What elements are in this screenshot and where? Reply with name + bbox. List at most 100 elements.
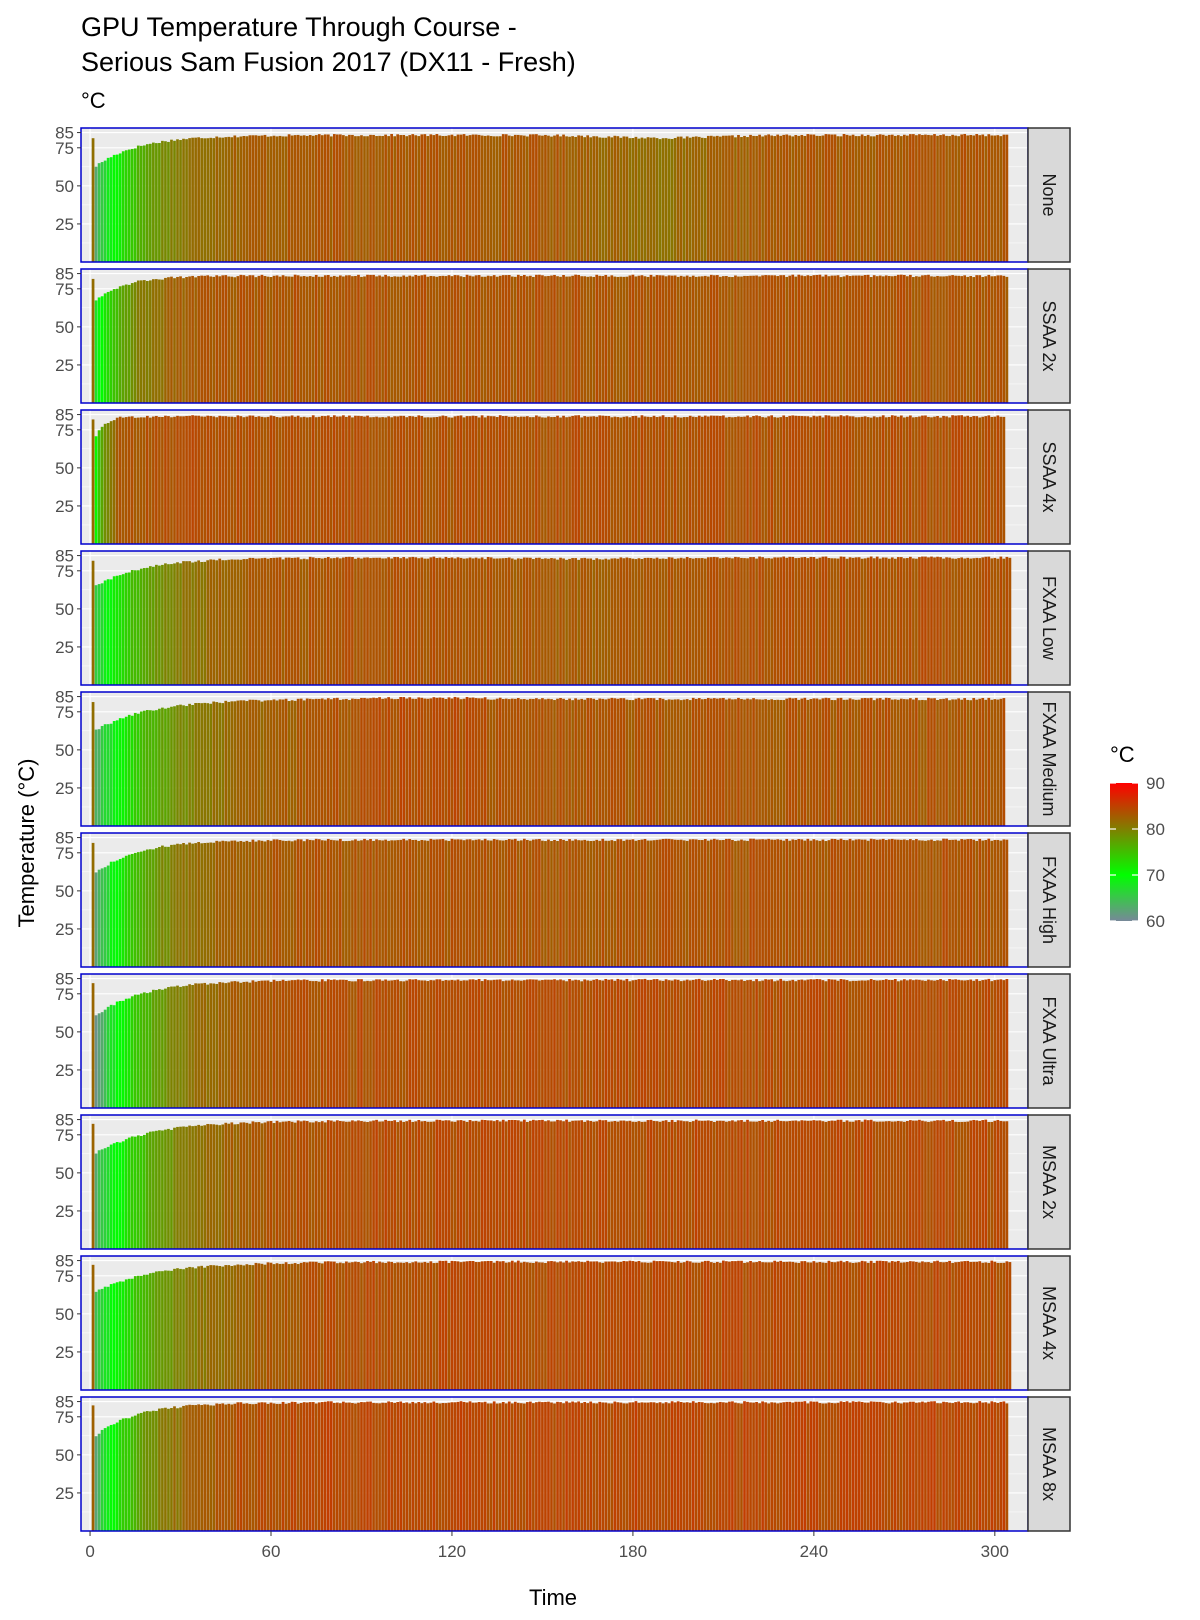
bar: [182, 843, 185, 967]
bar: [685, 417, 689, 544]
bar: [233, 277, 237, 403]
bar: [529, 1262, 532, 1390]
bar: [342, 841, 345, 967]
bar: [915, 1402, 918, 1531]
bar: [296, 1264, 300, 1390]
bar: [191, 137, 194, 262]
bar: [263, 700, 267, 826]
bar: [945, 1261, 948, 1390]
bar: [227, 1123, 231, 1249]
bar: [646, 980, 650, 1108]
bar: [999, 1401, 1003, 1531]
bar: [366, 557, 369, 685]
bar: [465, 696, 469, 826]
bar: [604, 558, 608, 685]
bar: [242, 841, 246, 967]
bar: [719, 276, 722, 403]
bar: [547, 839, 550, 967]
bar: [999, 1120, 1003, 1249]
bar: [194, 983, 197, 1108]
bar: [655, 275, 659, 403]
bar: [649, 1262, 653, 1390]
bar: [535, 1120, 538, 1249]
bar: [562, 415, 565, 544]
bar: [848, 276, 852, 403]
bar: [504, 1262, 508, 1390]
bar: [538, 1262, 541, 1390]
bar: [348, 415, 351, 544]
bar: [818, 415, 822, 544]
bar: [477, 417, 481, 544]
bar: [924, 275, 927, 403]
bar: [142, 280, 146, 403]
y-tick-label: 85: [55, 1252, 74, 1271]
bar: [854, 839, 858, 967]
bar: [538, 416, 541, 544]
bar: [887, 698, 891, 826]
bar: [601, 137, 605, 262]
bar: [236, 559, 240, 685]
bar: [773, 839, 777, 967]
bar: [806, 838, 810, 967]
bar: [302, 1402, 306, 1531]
bar: [357, 557, 360, 685]
bar: [836, 698, 840, 826]
bar: [709, 839, 713, 967]
bar: [103, 580, 107, 685]
bar: [97, 430, 101, 544]
bar: [314, 838, 318, 967]
bar: [278, 980, 282, 1108]
bar: [803, 1261, 807, 1390]
bar: [776, 839, 780, 967]
bar: [194, 703, 197, 826]
bar: [185, 277, 188, 403]
bar: [535, 839, 538, 967]
bar: [896, 981, 900, 1108]
bar: [685, 840, 689, 967]
facet-strip: [1027, 1255, 1071, 1391]
y-tick-label: 50: [55, 1446, 74, 1465]
bar: [963, 1121, 967, 1249]
bar: [332, 134, 336, 262]
bar: [574, 136, 577, 262]
bar: [236, 1264, 240, 1390]
bar: [788, 1401, 792, 1531]
bar: [342, 557, 345, 685]
bar: [586, 980, 590, 1108]
bar: [332, 275, 336, 403]
bar: [812, 1401, 816, 1531]
bar: [384, 558, 387, 685]
bar: [133, 148, 137, 262]
bar: [233, 701, 237, 826]
bar: [622, 136, 626, 262]
bar: [142, 710, 146, 826]
bar: [673, 1262, 677, 1390]
bar: [854, 136, 858, 262]
bar: [942, 415, 945, 544]
bar: [212, 416, 216, 544]
bar: [152, 989, 155, 1108]
bar: [939, 1403, 942, 1531]
bar: [544, 417, 547, 544]
bar: [155, 564, 158, 685]
bar: [697, 558, 701, 685]
bar: [339, 1262, 342, 1390]
legend-title: °C: [1110, 742, 1135, 767]
bar: [471, 840, 475, 967]
bar: [963, 839, 967, 967]
bar: [145, 710, 149, 826]
bar: [290, 1121, 294, 1249]
bar: [538, 274, 541, 403]
bar: [869, 1119, 873, 1249]
bar: [806, 275, 810, 403]
bar: [948, 839, 951, 967]
bar: [182, 561, 185, 685]
bar: [239, 700, 243, 826]
bar: [323, 699, 327, 826]
bar: [402, 415, 406, 544]
bar: [357, 840, 360, 967]
bar: [589, 1401, 593, 1531]
bar: [429, 417, 433, 544]
bar: [357, 136, 360, 262]
bar: [504, 134, 508, 262]
